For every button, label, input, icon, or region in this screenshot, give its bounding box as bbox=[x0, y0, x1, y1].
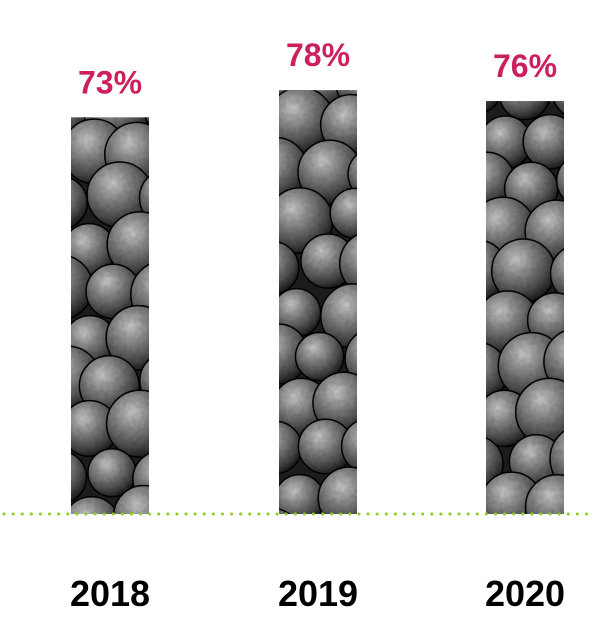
value-label-2019: 78% bbox=[286, 37, 350, 73]
bar-2018 bbox=[71, 117, 149, 515]
category-labels-layer: 2018 2019 2020 bbox=[70, 573, 565, 614]
value-label-2018: 73% bbox=[78, 64, 142, 100]
bar-2020 bbox=[486, 101, 564, 514]
value-labels-layer: 73% 78% 76% bbox=[78, 37, 557, 100]
value-label-2020: 76% bbox=[493, 48, 557, 84]
category-label-2019: 2019 bbox=[278, 573, 358, 614]
category-label-2020: 2020 bbox=[485, 573, 565, 614]
category-label-2018: 2018 bbox=[70, 573, 150, 614]
bars-layer bbox=[71, 90, 564, 515]
bar-2019 bbox=[279, 90, 357, 514]
